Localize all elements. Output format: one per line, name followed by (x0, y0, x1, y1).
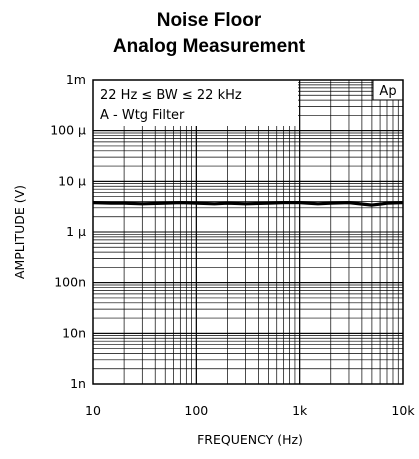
ap-badge: Ap (372, 79, 404, 101)
y-tick-label: 10n (62, 325, 86, 340)
plot-frame (92, 79, 404, 385)
filter-annotation: A - Wtg Filter (100, 108, 185, 123)
noise-floor-line (92, 201, 404, 207)
chart-title: Noise Floor (157, 10, 262, 31)
x-tick-label: 1k (292, 403, 308, 418)
x-tick-label: 10k (391, 403, 415, 418)
x-tick-labels: 10 100 1k 10k (85, 403, 415, 418)
y-tick-label: 100 µ (50, 123, 86, 138)
x-axis-label: FREQUENCY (Hz) (197, 432, 303, 447)
y-tick-labels: 1m 100 µ 10 µ 1 µ 100n 10n 1n (50, 72, 86, 391)
series-group (92, 201, 404, 207)
ap-label: Ap (379, 84, 396, 99)
x-tick-label: 100 (184, 403, 208, 418)
y-axis-label: AMPLITUDE (V) (12, 185, 27, 279)
filter-annotation-box: 22 Hz ≤ BW ≤ 22 kHz A - Wtg Filter (93, 80, 298, 126)
y-tick-label: 1m (66, 72, 86, 87)
y-tick-label: 10 µ (58, 173, 86, 188)
y-tick-label: 100n (54, 275, 86, 290)
chart-subtitle: Analog Measurement (113, 36, 306, 57)
y-tick-label: 1n (70, 376, 86, 391)
x-tick-label: 10 (85, 403, 101, 418)
bandwidth-annotation: 22 Hz ≤ BW ≤ 22 kHz (100, 88, 242, 103)
y-tick-label: 1 µ (66, 224, 86, 239)
